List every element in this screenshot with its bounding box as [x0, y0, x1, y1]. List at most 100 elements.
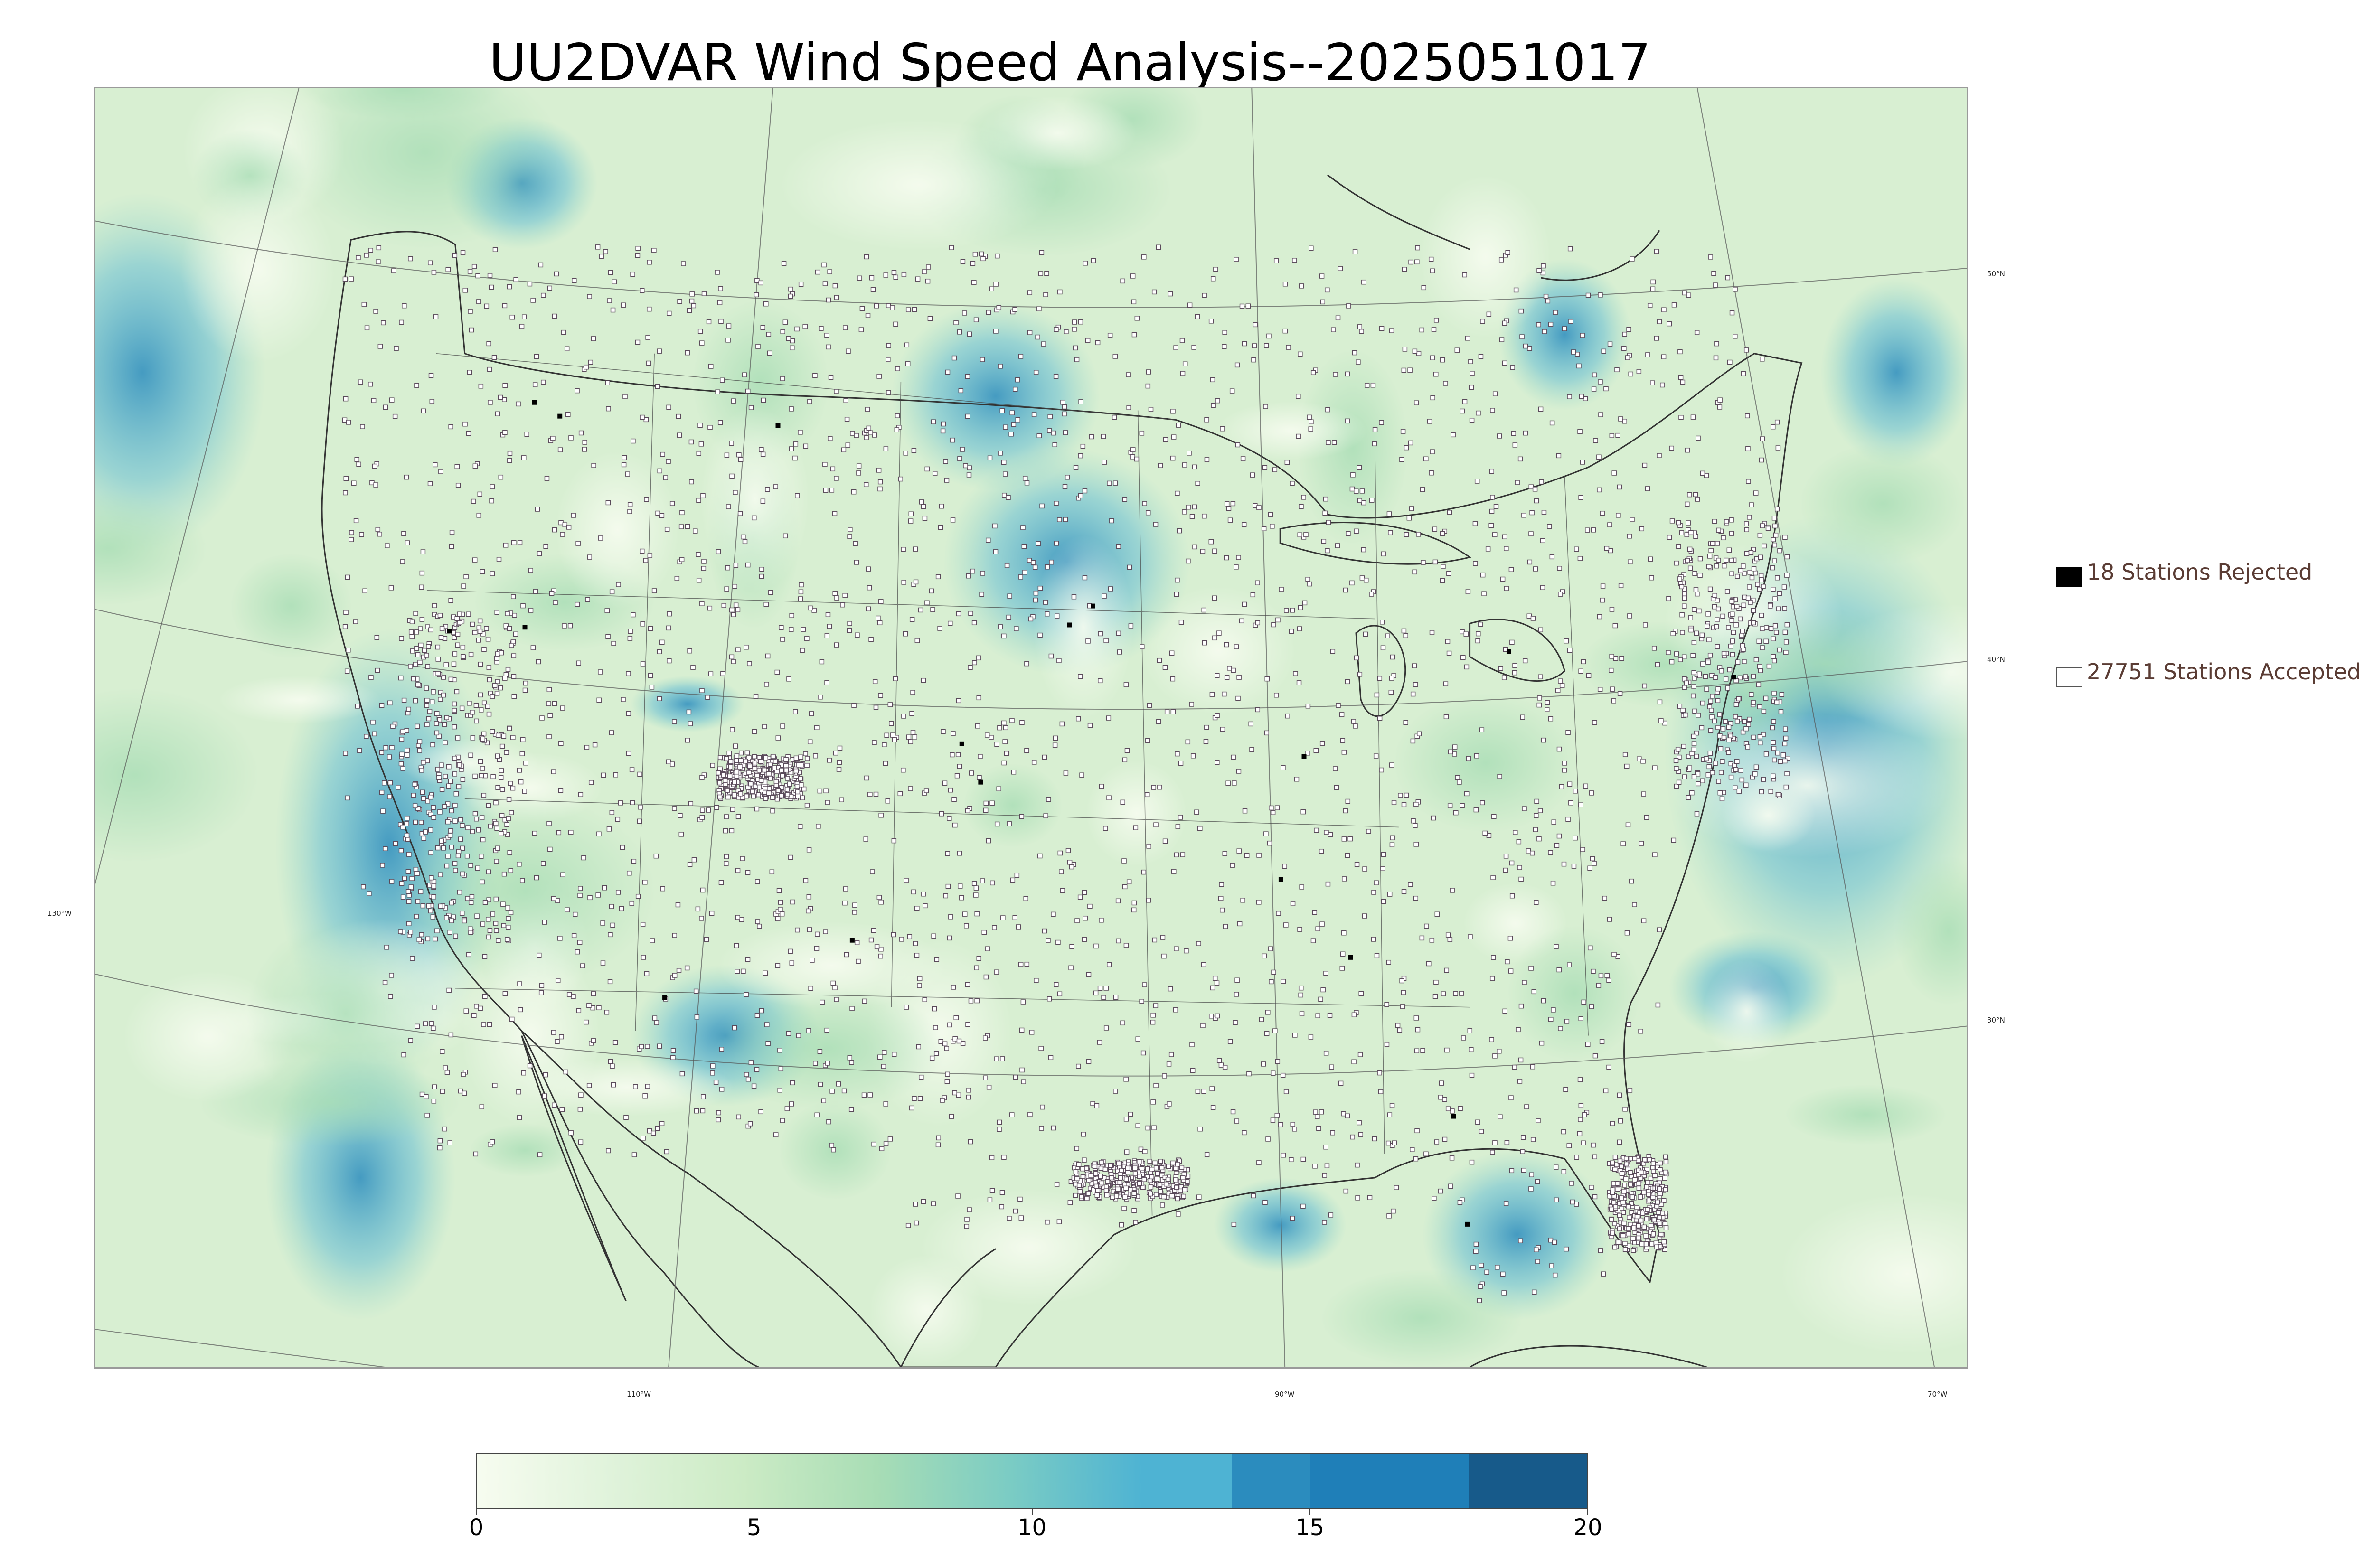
accepted-station: [1043, 292, 1048, 297]
accepted-station: [1750, 774, 1755, 780]
accepted-station: [472, 811, 478, 817]
accepted-station: [494, 610, 499, 615]
accepted-station: [566, 992, 572, 997]
accepted-station: [1688, 615, 1693, 620]
accepted-station: [1767, 603, 1773, 609]
accepted-station: [1095, 1188, 1101, 1193]
accepted-station: [1003, 725, 1008, 731]
accepted-station: [430, 914, 436, 920]
accepted-station: [449, 530, 455, 535]
accepted-station: [854, 560, 859, 565]
accepted-station: [1612, 623, 1618, 629]
accepted-station: [1610, 1230, 1615, 1236]
accepted-station: [887, 702, 893, 707]
accepted-station: [834, 476, 839, 481]
accepted-station: [1252, 343, 1257, 348]
accepted-station: [1089, 434, 1094, 440]
accepted-station: [1105, 1179, 1110, 1184]
accepted-station: [434, 711, 440, 716]
accepted-station: [522, 687, 528, 693]
accepted-station: [1176, 1211, 1181, 1217]
accepted-station: [424, 758, 430, 763]
accepted-station: [1645, 1207, 1650, 1212]
accepted-station: [1658, 1160, 1663, 1166]
accepted-station: [734, 769, 739, 775]
accepted-station: [1125, 1165, 1130, 1171]
accepted-station: [1325, 287, 1330, 293]
accepted-station: [383, 745, 388, 751]
wind-speed-maximum: [631, 676, 744, 732]
accepted-station: [1620, 841, 1626, 846]
accepted-station: [1626, 1226, 1631, 1231]
accepted-station: [1182, 462, 1187, 468]
accepted-station: [1446, 650, 1452, 656]
accepted-station: [759, 447, 764, 452]
accepted-station: [789, 406, 794, 412]
accepted-station: [1530, 1064, 1536, 1070]
accepted-station: [498, 394, 503, 400]
accepted-station: [1559, 683, 1565, 688]
wind-speed-map[interactable]: [94, 87, 1968, 1369]
accepted-station: [1639, 1169, 1644, 1175]
accepted-station: [454, 464, 460, 469]
accepted-station: [1624, 1161, 1629, 1167]
accepted-station: [989, 1155, 995, 1160]
accepted-station: [642, 880, 648, 885]
accepted-station: [1064, 329, 1069, 334]
accepted-station: [458, 836, 463, 842]
accepted-station: [1137, 1181, 1142, 1186]
accepted-station: [1683, 712, 1688, 718]
accepted-station: [468, 652, 474, 657]
accepted-station: [1432, 994, 1438, 999]
accepted-station: [1716, 779, 1721, 784]
accepted-station: [687, 862, 693, 867]
accepted-station: [1617, 484, 1622, 490]
accepted-station: [1610, 1160, 1615, 1165]
accepted-station: [1285, 713, 1290, 719]
accepted-station: [1331, 327, 1336, 332]
accepted-station: [1402, 267, 1407, 272]
accepted-station: [1113, 995, 1119, 1000]
accepted-station: [1429, 470, 1434, 476]
accepted-station: [1622, 1247, 1628, 1252]
accepted-station: [398, 675, 404, 681]
accepted-station: [827, 269, 832, 274]
accepted-station: [1562, 768, 1567, 773]
accepted-station: [1137, 1174, 1142, 1179]
accepted-station: [435, 671, 441, 676]
accepted-station: [1139, 431, 1145, 436]
accepted-station: [1222, 344, 1227, 349]
accepted-station: [1771, 719, 1776, 724]
accepted-station: [966, 1088, 971, 1093]
accepted-station: [1144, 792, 1150, 798]
accepted-station: [1152, 937, 1158, 943]
accepted-station: [578, 430, 584, 436]
accepted-station: [1448, 749, 1453, 755]
accepted-station: [1715, 644, 1720, 649]
accepted-station: [640, 922, 646, 927]
accepted-station: [1722, 563, 1727, 569]
accepted-station: [528, 608, 534, 613]
accepted-station: [1502, 534, 1507, 540]
accepted-station: [737, 764, 743, 770]
accepted-station: [1355, 1195, 1360, 1201]
accepted-station: [944, 1079, 950, 1084]
accepted-station: [1652, 852, 1658, 857]
rejected-station: [1465, 1221, 1470, 1227]
accepted-station: [1168, 1052, 1174, 1057]
accepted-station: [1564, 638, 1569, 644]
accepted-station: [1384, 1002, 1389, 1007]
accepted-station: [1354, 655, 1359, 661]
accepted-station: [360, 424, 365, 429]
accepted-station: [387, 794, 392, 799]
accepted-station: [797, 824, 803, 829]
accepted-station: [1433, 318, 1439, 323]
accepted-station: [408, 664, 413, 669]
accepted-station: [1404, 445, 1409, 451]
accepted-station: [1195, 314, 1200, 319]
accepted-station: [1054, 501, 1059, 506]
accepted-station: [364, 253, 369, 258]
accepted-station: [452, 771, 457, 777]
accepted-station: [935, 1142, 941, 1147]
accepted-station: [903, 451, 908, 456]
